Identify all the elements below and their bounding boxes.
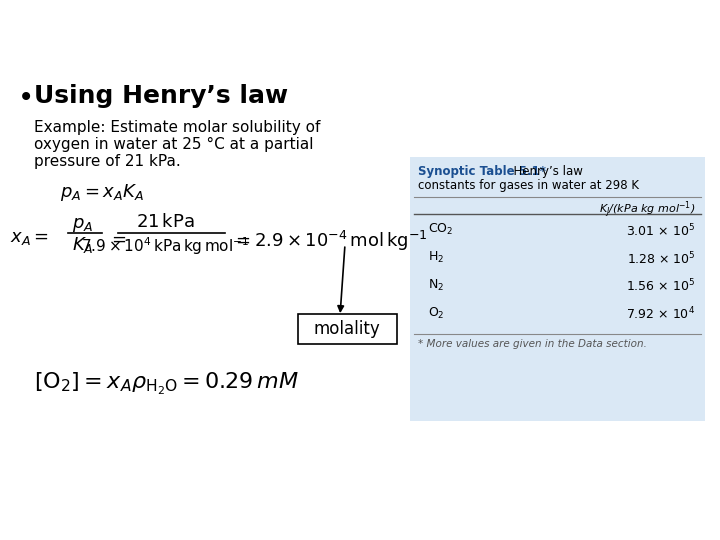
Text: $K_J$/(kPa kg mol$^{-1}$): $K_J$/(kPa kg mol$^{-1}$)	[598, 199, 695, 220]
Text: $= 2.9\times10^{-4}\,\mathrm{mol\,kg}^{-1}$: $= 2.9\times10^{-4}\,\mathrm{mol\,kg}^{-…	[232, 230, 428, 253]
Text: Synoptic Table 5.1*: Synoptic Table 5.1*	[418, 165, 546, 178]
Text: 7.92 × 10$^4$: 7.92 × 10$^4$	[626, 306, 695, 322]
Text: molality: molality	[314, 320, 380, 338]
Text: O$_2$: O$_2$	[428, 306, 444, 321]
Text: * More values are given in the Data section.: * More values are given in the Data sect…	[418, 339, 647, 349]
Text: $x_A =$: $x_A =$	[10, 230, 49, 247]
Text: $p_A$: $p_A$	[72, 217, 93, 234]
Text: constants for gases in water at 298 K: constants for gases in water at 298 K	[418, 179, 639, 192]
Text: $7.9\times10^4\,\mathrm{kPa\,kg\,mol}^{-1}$: $7.9\times10^4\,\mathrm{kPa\,kg\,mol}^{-…	[81, 235, 249, 257]
Text: Example: Estimate molar solubility of: Example: Estimate molar solubility of	[34, 120, 320, 135]
FancyBboxPatch shape	[410, 157, 705, 421]
Text: $p_A = x_A K_A$: $p_A = x_A K_A$	[60, 181, 144, 202]
Text: $21\,\mathrm{kPa}$: $21\,\mathrm{kPa}$	[135, 213, 194, 232]
FancyBboxPatch shape	[298, 314, 397, 344]
Text: CO$_2$: CO$_2$	[428, 222, 454, 238]
Text: •: •	[18, 84, 35, 112]
Text: $[\mathrm{O}_2] = x_A \rho_{\mathrm{H_2O}} = 0.29\,mM$: $[\mathrm{O}_2] = x_A \rho_{\mathrm{H_2O…	[34, 371, 299, 397]
Text: $=$: $=$	[108, 230, 127, 247]
Text: 1.28 × 10$^5$: 1.28 × 10$^5$	[626, 250, 695, 267]
Text: 1.56 × 10$^5$: 1.56 × 10$^5$	[626, 278, 695, 295]
Text: pressure of 21 kPa.: pressure of 21 kPa.	[34, 154, 181, 168]
Text: Chemical potential of liquid: Chemical potential of liquid	[58, 12, 662, 50]
Text: Using Henry’s law: Using Henry’s law	[34, 84, 288, 108]
Text: N$_2$: N$_2$	[428, 278, 444, 293]
Text: 3.01 × 10$^5$: 3.01 × 10$^5$	[626, 222, 695, 239]
Text: oxygen in water at 25 °C at a partial: oxygen in water at 25 °C at a partial	[34, 137, 313, 152]
Text: H$_2$: H$_2$	[428, 250, 444, 265]
Text: $K_A$: $K_A$	[72, 235, 94, 255]
Text: Henry’s law: Henry’s law	[506, 165, 583, 178]
